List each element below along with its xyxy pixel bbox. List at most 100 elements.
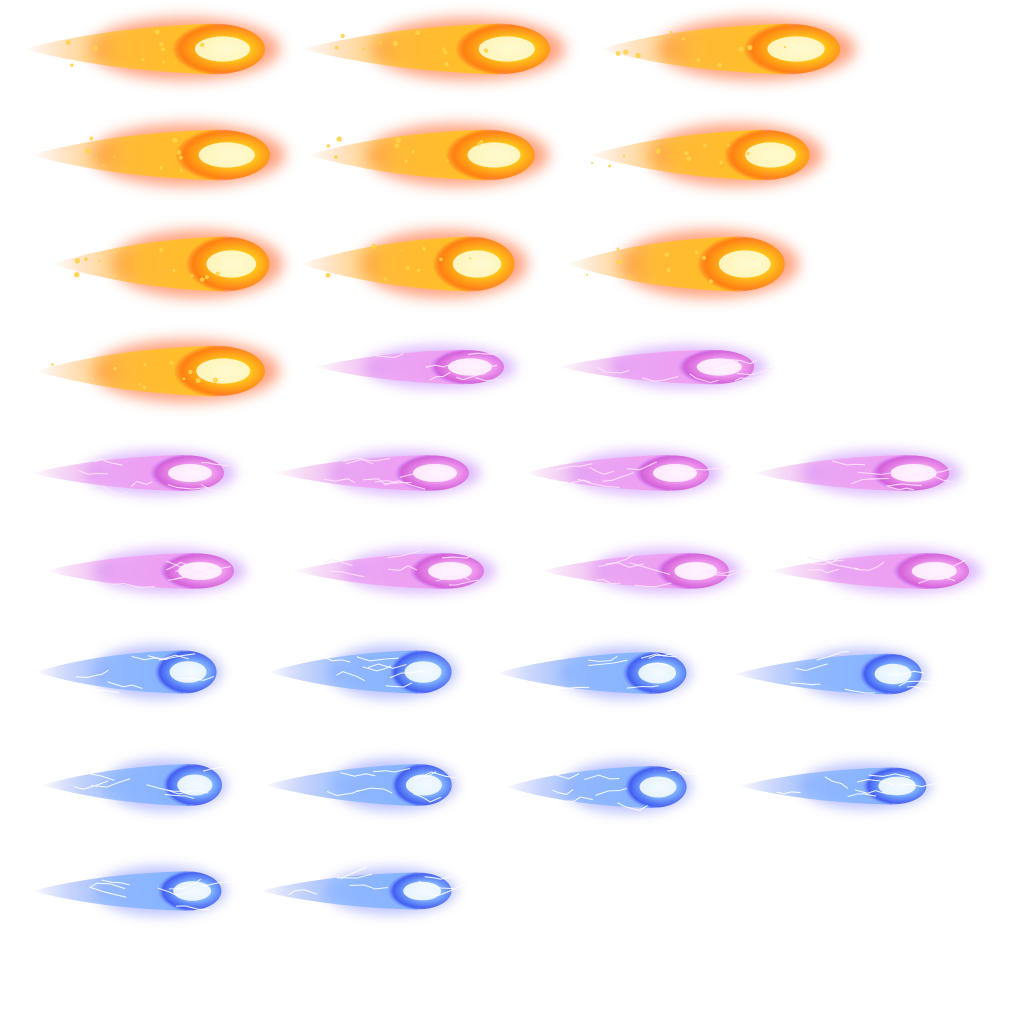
energy-arc	[588, 659, 628, 667]
spark	[635, 52, 641, 59]
energy-arc	[372, 767, 411, 773]
energy-arc	[776, 791, 801, 795]
energy-arc	[75, 771, 115, 781]
energy-arc	[340, 772, 376, 777]
energy-arc	[629, 562, 671, 575]
spark	[154, 29, 160, 35]
energy-arc	[90, 778, 131, 788]
projectile-tail	[41, 764, 191, 806]
energy-arc	[555, 463, 593, 471]
energy-arc	[596, 366, 630, 374]
spark	[439, 257, 443, 262]
energy-arc	[831, 460, 865, 466]
lightning-bolt-frame-26	[264, 758, 457, 812]
spark	[411, 150, 415, 154]
energy-arc	[467, 348, 506, 355]
projectile-tail	[496, 652, 652, 694]
spark	[94, 158, 98, 161]
energy-arc	[418, 880, 455, 890]
energy-arc	[562, 479, 591, 487]
projectile-tail	[259, 872, 417, 910]
projectile-core	[639, 776, 677, 798]
projectile-core	[638, 662, 677, 684]
energy-arc	[385, 682, 413, 688]
energy-arc	[326, 789, 360, 796]
spark	[92, 45, 99, 52]
lightning-bolt-frame-28	[738, 762, 938, 810]
energy-arc	[429, 886, 460, 897]
projectile-core	[403, 881, 442, 901]
spark	[159, 41, 164, 47]
spark	[696, 58, 701, 63]
spark	[619, 259, 623, 264]
energy-arc	[321, 655, 351, 663]
spark	[179, 168, 183, 172]
energy-arc	[816, 650, 850, 661]
projectile-tail	[524, 455, 669, 491]
spark	[190, 274, 194, 278]
energy-arc	[918, 575, 956, 584]
fireball-frame-9	[567, 229, 799, 299]
energy-arc	[826, 561, 859, 570]
spark	[169, 360, 174, 365]
projectile-core	[169, 661, 207, 683]
fireball-frame-5	[307, 123, 550, 187]
energy-arc	[175, 566, 209, 576]
energy-arc	[429, 371, 451, 381]
energy-arc	[577, 478, 620, 488]
projectile-tail	[23, 23, 216, 75]
arcane-bolt-frame-19	[540, 548, 752, 594]
spark	[655, 148, 661, 154]
energy-arc	[329, 570, 365, 578]
energy-arc	[471, 364, 498, 373]
arcane-bolt-frame-15	[524, 450, 730, 496]
spark	[188, 369, 193, 375]
energy-arc	[102, 485, 129, 496]
projectile-tail	[299, 236, 471, 292]
arcane-bolt-frame-13	[30, 450, 236, 496]
projectile-core	[405, 774, 442, 796]
energy-arc	[389, 670, 422, 679]
energy-arc	[424, 771, 457, 779]
energy-arc	[588, 655, 618, 663]
energy-arc	[689, 373, 719, 384]
spark	[669, 30, 673, 34]
energy-arc	[900, 782, 938, 788]
spark	[172, 137, 178, 144]
spark	[73, 271, 80, 278]
energy-arc	[387, 565, 418, 571]
projectile-core	[478, 36, 535, 62]
spark	[684, 150, 689, 156]
projectile-core	[911, 562, 957, 580]
fireball-frame-7	[52, 229, 283, 299]
energy-arc	[323, 478, 356, 484]
spark	[726, 144, 730, 147]
energy-arc	[336, 873, 373, 879]
spark	[783, 45, 787, 49]
projectile-core	[206, 250, 256, 278]
spark	[622, 155, 626, 158]
spark	[334, 45, 339, 50]
energy-arc	[88, 882, 126, 890]
spark	[159, 247, 164, 253]
energy-arc	[727, 358, 758, 365]
spark	[65, 40, 71, 46]
spark	[416, 268, 421, 273]
projectile-tail	[35, 650, 183, 694]
energy-arc	[596, 578, 621, 585]
lightning-bolt-frame-29	[31, 866, 243, 916]
energy-arc	[131, 655, 168, 661]
spark	[82, 55, 86, 59]
spark	[415, 30, 420, 36]
energy-arc	[456, 372, 486, 381]
projectile-tail	[314, 349, 464, 385]
spark	[392, 40, 399, 47]
energy-arc	[107, 681, 143, 690]
spark	[138, 382, 141, 386]
energy-arc	[73, 780, 109, 790]
energy-arc	[176, 905, 210, 910]
energy-arc	[349, 884, 388, 890]
energy-arc	[367, 663, 407, 669]
spark	[702, 143, 707, 148]
